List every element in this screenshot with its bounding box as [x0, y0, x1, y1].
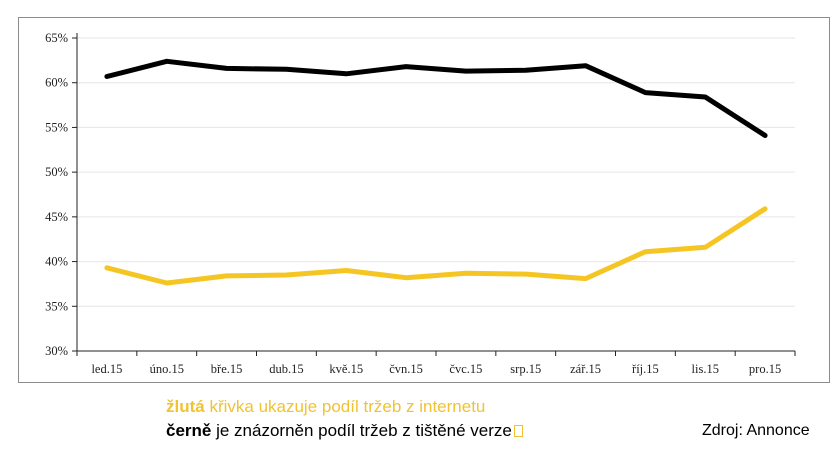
caption-black-keyword: černě [166, 421, 212, 440]
x-tick-label: čvc.15 [449, 362, 482, 376]
x-tick-label: zář.15 [570, 362, 601, 376]
y-tick-label: 30% [45, 344, 68, 358]
source-label: Zdroj: Annonce [702, 422, 810, 439]
y-tick-label: 65% [45, 31, 68, 45]
y-tick-label: 60% [45, 76, 68, 90]
y-tick-label: 50% [45, 165, 68, 179]
series-line-yellow [104, 206, 768, 286]
caption-yellow-text: křivka ukazuje podíl tržeb z internetu [204, 397, 486, 416]
y-tick-label: 35% [45, 299, 68, 313]
chart-frame: 30% 35% 40% 45% 50% 55% 60% 65% led.15 úno.15 bře.… [18, 17, 830, 383]
y-tick-label: 55% [45, 120, 68, 134]
x-tick-label: lis.15 [692, 362, 719, 376]
caption-yellow-keyword: žlutá [166, 397, 205, 416]
caption-black-text: je znázorněn podíl tržeb z tištěné verze [211, 421, 512, 440]
line-chart: 30% 35% 40% 45% 50% 55% 60% 65% led.15 úno.15 bře.… [45, 31, 796, 376]
x-tick-label: kvě.15 [329, 362, 363, 376]
series-line-black [104, 58, 768, 138]
x-tick-label: bře.15 [211, 362, 243, 376]
caption-black-line: černě je znázorněn podíl tržeb z tištěné… [166, 421, 523, 441]
x-tick-label: říj.15 [632, 362, 659, 376]
y-tick-label: 45% [45, 210, 68, 224]
x-tick-label: srp.15 [510, 362, 541, 376]
y-tick-label: 40% [45, 255, 68, 269]
x-tick-label: úno.15 [150, 362, 184, 376]
x-tick-label: pro.15 [749, 362, 781, 376]
x-tick-label: čvn.15 [389, 362, 423, 376]
caption-yellow-line: žlutá křivka ukazuje podíl tržeb z inter… [166, 397, 485, 417]
missing-glyph-icon [513, 425, 523, 437]
x-tick-label: led.15 [91, 362, 122, 376]
x-tick-label: dub.15 [269, 362, 303, 376]
